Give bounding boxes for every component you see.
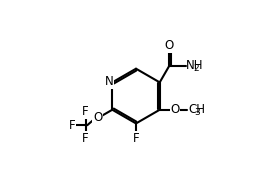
Text: F: F bbox=[69, 119, 76, 132]
Text: 3: 3 bbox=[195, 108, 200, 117]
Text: O: O bbox=[171, 103, 180, 116]
Text: CH: CH bbox=[188, 103, 205, 116]
Text: F: F bbox=[82, 105, 89, 119]
Text: O: O bbox=[164, 39, 174, 52]
Text: 2: 2 bbox=[193, 64, 199, 73]
Text: NH: NH bbox=[186, 59, 204, 72]
Text: F: F bbox=[133, 132, 139, 145]
Text: F: F bbox=[82, 132, 89, 145]
Text: N: N bbox=[105, 75, 113, 88]
Text: O: O bbox=[93, 111, 102, 124]
